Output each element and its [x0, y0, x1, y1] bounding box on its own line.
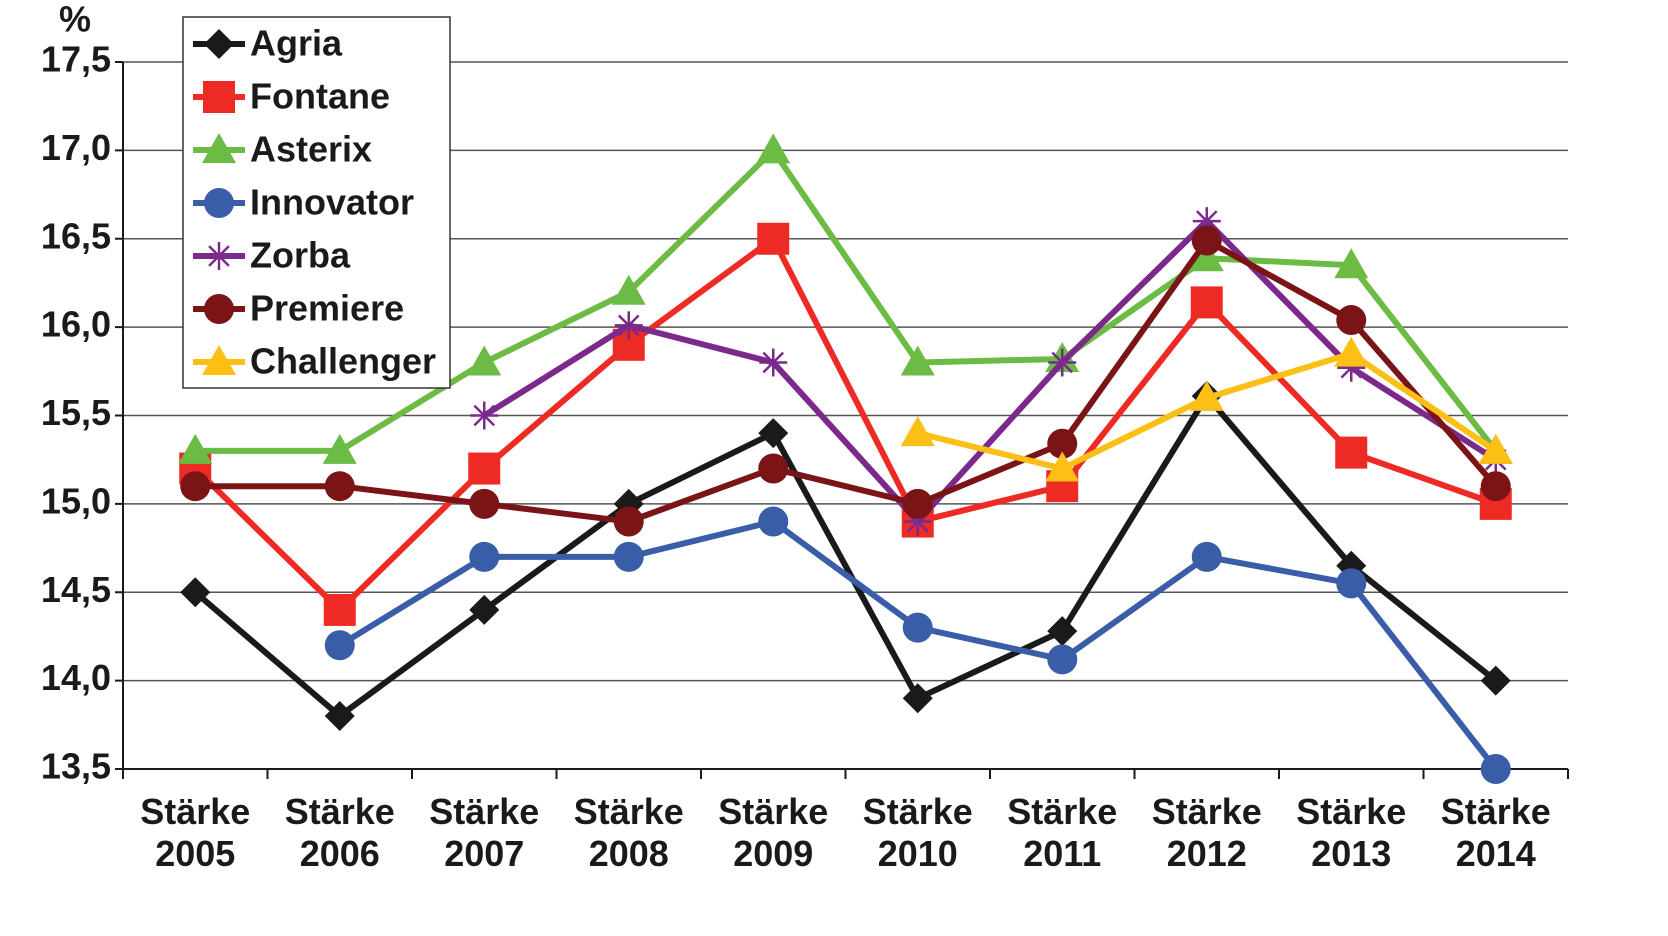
series-line	[195, 237, 1499, 525]
marker	[1336, 305, 1367, 336]
marker	[322, 433, 357, 464]
marker	[1190, 286, 1223, 319]
y-tick-label: 15,5	[41, 392, 111, 433]
marker	[469, 488, 500, 519]
marker	[324, 471, 355, 502]
legend-label: Zorba	[250, 235, 351, 276]
marker	[1045, 451, 1080, 482]
series-line	[195, 147, 1499, 454]
y-tick-label: 16,5	[41, 215, 111, 256]
y-tick-label: 14,5	[41, 569, 111, 610]
x-tick-label: Stärke 2009	[718, 791, 829, 874]
marker	[902, 683, 933, 714]
marker	[469, 594, 500, 625]
marker	[759, 348, 788, 377]
marker	[1189, 241, 1224, 272]
marker	[324, 630, 355, 661]
legend: Agria Fontane Asterix Innovator Zorba Premier…	[182, 16, 451, 389]
marker	[180, 471, 211, 502]
legend-label: Innovator	[250, 182, 414, 223]
series-line	[338, 518, 1499, 771]
marker	[470, 401, 499, 430]
legend-label: Challenger	[250, 341, 436, 382]
marker	[205, 242, 233, 270]
marker	[469, 541, 500, 572]
x-tick-label: Stärke 2010	[862, 791, 973, 874]
marker	[1478, 433, 1513, 464]
legend-label: Premiere	[250, 288, 404, 329]
marker	[1480, 665, 1511, 696]
marker	[1192, 207, 1221, 236]
y-tick-label: 15,0	[41, 480, 111, 521]
marker	[1337, 353, 1366, 382]
marker	[1480, 471, 1511, 502]
y-tick-label: 16,0	[41, 304, 111, 345]
x-tick-label: Stärke 2013	[1296, 791, 1407, 874]
y-axis-label: %	[59, 0, 91, 40]
marker	[900, 345, 935, 376]
y-tick-label: 17,0	[41, 127, 111, 168]
x-tick-label: Stärke 2006	[284, 791, 395, 874]
marker	[178, 433, 213, 464]
marker	[1048, 348, 1077, 377]
marker	[204, 294, 234, 324]
marker	[324, 700, 355, 731]
marker	[902, 488, 933, 519]
marker	[900, 416, 935, 447]
marker	[202, 133, 236, 163]
marker	[758, 453, 789, 484]
marker	[202, 345, 236, 375]
marker	[902, 612, 933, 643]
marker	[757, 222, 790, 255]
marker	[323, 593, 356, 626]
marker	[613, 506, 644, 537]
marker	[468, 452, 501, 485]
marker	[756, 133, 791, 164]
x-tick-label: Stärke 2007	[429, 791, 540, 874]
marker	[611, 274, 646, 305]
series-line	[917, 350, 1498, 472]
legend-label: Fontane	[250, 76, 390, 117]
marker	[614, 311, 643, 340]
x-tick-label: Stärke 2011	[1007, 791, 1118, 874]
marker	[204, 29, 234, 59]
marker	[204, 188, 234, 218]
marker	[1047, 644, 1078, 675]
y-tick-label: 14,0	[41, 657, 111, 698]
legend-label: Agria	[250, 23, 343, 64]
x-tick-label: Stärke 2012	[1151, 791, 1262, 874]
marker	[1191, 541, 1222, 572]
marker	[1189, 380, 1224, 411]
series-line	[193, 393, 1498, 719]
x-tick-label: Stärke 2008	[573, 791, 684, 874]
marker	[203, 81, 235, 113]
x-tick-label: Stärke 2014	[1440, 791, 1551, 874]
marker	[1334, 336, 1369, 367]
series-line	[482, 218, 1498, 525]
marker	[613, 541, 644, 572]
marker	[1335, 436, 1368, 469]
marker	[903, 507, 932, 536]
marker	[758, 506, 789, 537]
marker	[758, 418, 789, 449]
marker	[1480, 754, 1511, 784]
marker	[1047, 428, 1078, 459]
marker	[1336, 568, 1367, 599]
y-tick-label: 13,5	[41, 746, 111, 787]
legend-label: Asterix	[250, 129, 372, 170]
marker	[467, 345, 502, 376]
marker	[1334, 248, 1369, 279]
marker	[1047, 616, 1078, 647]
x-tick-label: Stärke 2005	[140, 791, 251, 874]
marker	[1191, 225, 1222, 256]
marker	[180, 577, 211, 608]
y-tick-label: 17,5	[41, 39, 111, 80]
